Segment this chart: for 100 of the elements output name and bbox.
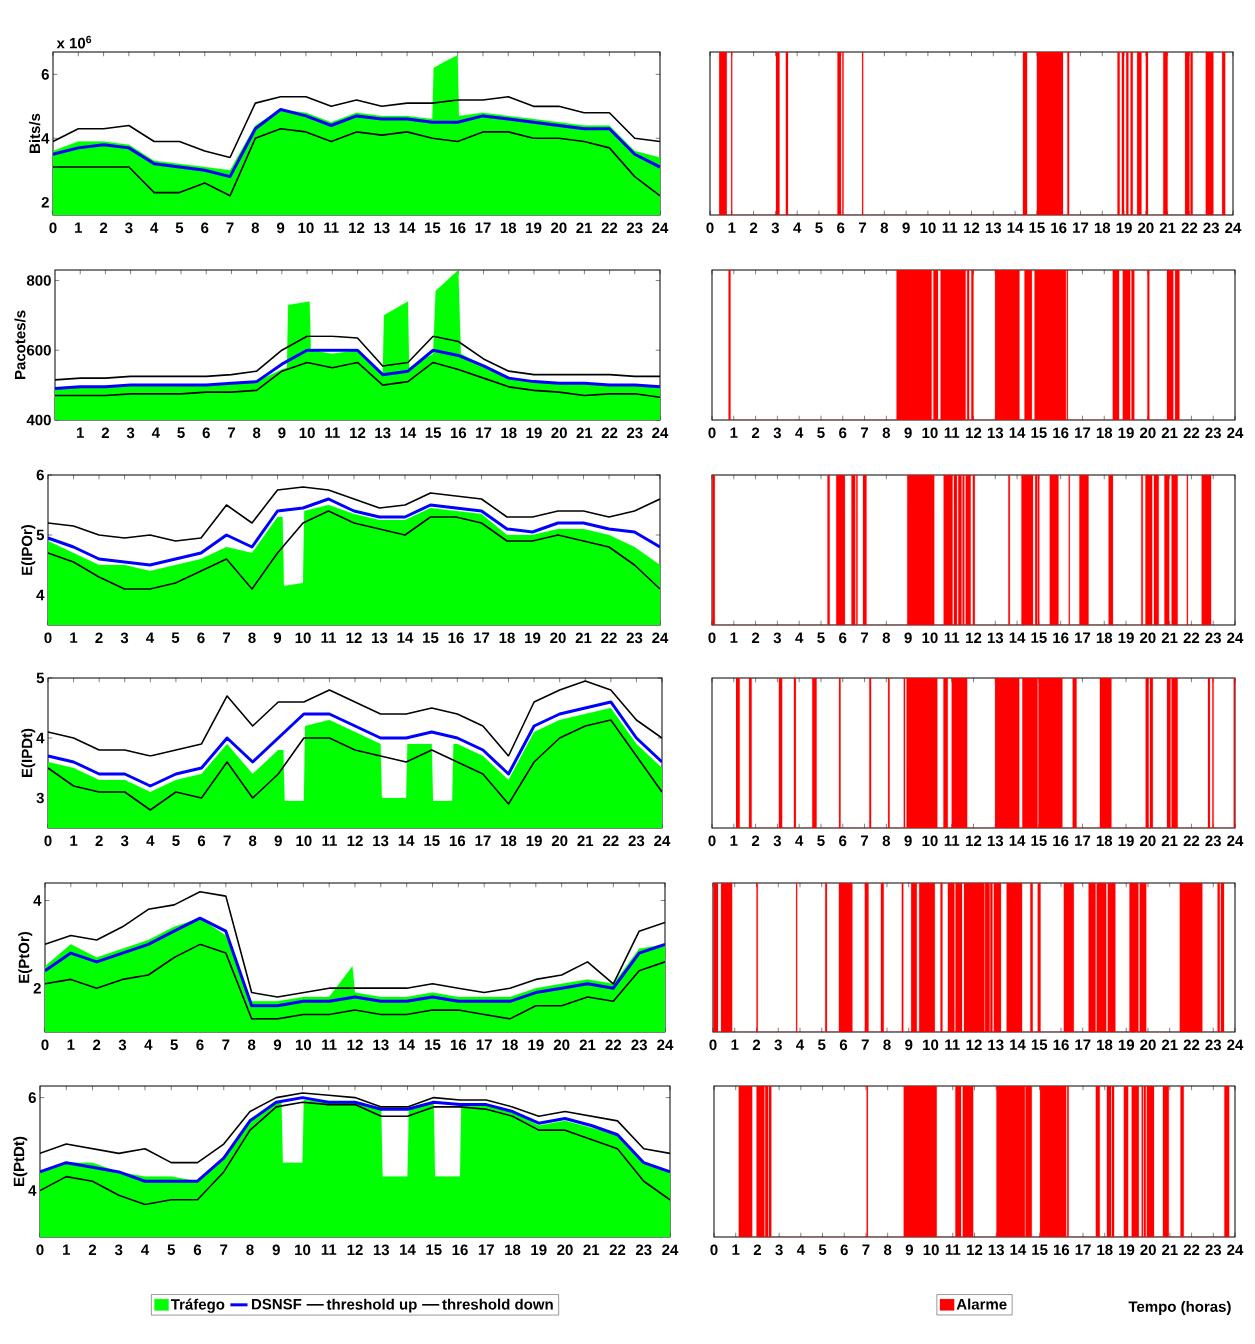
- x-tick-label: 7: [227, 427, 235, 438]
- y-axis-title: Bits/s: [29, 113, 41, 153]
- x-tick-label: 1: [76, 427, 84, 438]
- x-tick-label: 22: [601, 427, 618, 438]
- x-tick-label: 22: [1183, 1244, 1200, 1255]
- x-tick-label: 0: [708, 835, 716, 847]
- x-tick-label: 17: [1075, 1039, 1091, 1050]
- x-tick-label: 18: [1097, 1244, 1113, 1256]
- x-tick-label: 22: [1183, 1039, 1200, 1050]
- x-tick-label: 24: [652, 222, 669, 233]
- y-axis-title: Pacotes/s: [14, 310, 26, 380]
- x-tick-label: 11: [944, 427, 960, 438]
- x-tick-label: 3: [775, 1244, 783, 1256]
- x-tick-label: 7: [223, 835, 231, 846]
- x-tick-label: 20: [1140, 1244, 1156, 1256]
- x-tick-label: 8: [882, 427, 891, 439]
- x-tick-label: 18: [499, 632, 515, 644]
- x-tick-label: 7: [861, 427, 869, 438]
- x-tick-label: 0: [706, 222, 714, 234]
- x-tick-label: 4: [146, 835, 155, 846]
- x-tick-label: 16: [1053, 632, 1069, 644]
- x-tick-label: 9: [904, 427, 912, 439]
- x-tick-label: 3: [126, 427, 135, 439]
- x-tick-label: 10: [923, 1039, 939, 1051]
- x-tick-label: 11: [321, 1244, 337, 1255]
- x-tick-label: 17: [476, 427, 492, 438]
- x-tick-label: 5: [170, 1039, 178, 1050]
- x-tick-label: 21: [576, 427, 593, 438]
- x-tick-label: 8: [248, 632, 256, 644]
- x-tick-label: 15: [1029, 222, 1045, 233]
- x-tick-label: 6: [197, 835, 206, 847]
- y-tick-label: 6: [28, 1092, 36, 1103]
- x-tick-label: 4: [151, 427, 160, 438]
- x-tick-label: 4: [150, 222, 159, 233]
- x-tick-label: 10: [923, 1244, 939, 1256]
- x-tick-label: 17: [1073, 222, 1089, 233]
- x-tick-label: 6: [196, 1039, 204, 1051]
- x-tick-label: 21: [575, 632, 592, 643]
- x-tick-label: 5: [167, 1244, 175, 1255]
- x-tick-label: 12: [347, 1244, 363, 1255]
- x-tick-label: 1: [731, 1039, 739, 1050]
- x-tick-label: 17: [474, 632, 490, 643]
- x-tick-label: 9: [902, 222, 910, 234]
- x-tick-label: 14: [398, 835, 415, 846]
- x-tick-label: 24: [1227, 632, 1244, 643]
- x-tick-label: 5: [175, 222, 184, 233]
- x-tick-label: 6: [202, 427, 210, 439]
- y-tick-label: 4: [36, 732, 45, 744]
- x-tick-label: 12: [967, 1244, 983, 1255]
- x-tick-label: 15: [426, 1244, 442, 1255]
- y-tick-label: 4: [33, 895, 42, 906]
- x-tick-label: 24: [657, 1039, 674, 1050]
- x-tick-label: 14: [399, 222, 416, 233]
- x-tick-label: 20: [1140, 1039, 1156, 1051]
- x-tick-label: 2: [101, 427, 109, 438]
- x-tick-label: 13: [373, 1244, 390, 1256]
- x-tick-label: 23: [1205, 427, 1221, 439]
- x-tick-label: 17: [476, 1039, 492, 1050]
- x-tick-label: 22: [1183, 632, 1200, 643]
- x-tick-label: 8: [882, 632, 891, 644]
- y-axis-title: E(PtOr): [18, 931, 33, 983]
- x-tick-label: 22: [601, 632, 617, 643]
- x-tick-label: 6: [839, 835, 847, 847]
- x-tick-label: 23: [1205, 835, 1221, 847]
- x-tick-label: 10: [295, 1039, 312, 1051]
- x-tick-label: 8: [883, 1039, 891, 1051]
- x-tick-label: 16: [450, 1039, 467, 1051]
- x-tick-label: 19: [1118, 835, 1134, 847]
- x-tick-label: 13: [987, 427, 1004, 439]
- x-tick-label: 13: [987, 835, 1004, 847]
- x-tick-label: 13: [373, 835, 389, 847]
- x-tick-label: 1: [728, 222, 736, 233]
- legend-label: Alarme: [956, 1298, 1007, 1310]
- x-tick-label: 6: [840, 1244, 848, 1256]
- x-tick-label: 3: [774, 1039, 782, 1051]
- x-tick-label: 7: [222, 1039, 230, 1050]
- x-tick-label: 3: [118, 1039, 127, 1051]
- x-tick-label: 13: [988, 1244, 1004, 1256]
- x-tick-label: 16: [450, 222, 466, 234]
- x-tick-label: 4: [795, 632, 804, 643]
- x-tick-label: 9: [905, 1039, 913, 1051]
- x-tick-label: 15: [1031, 632, 1047, 643]
- x-tick-label: 5: [817, 835, 825, 846]
- x-tick-label: 5: [171, 632, 180, 643]
- x-tick-label: 6: [839, 632, 847, 644]
- x-tick-label: 16: [449, 835, 466, 847]
- x-tick-label: 1: [732, 1244, 740, 1255]
- x-tick-label: 10: [296, 835, 312, 847]
- y-tick-label: 5: [36, 672, 45, 684]
- x-tick-label: 5: [818, 1039, 826, 1050]
- x-tick-label: 4: [793, 222, 802, 233]
- x-tick-label: 4: [141, 1244, 150, 1255]
- x-tick-label: 24: [1227, 1039, 1244, 1050]
- x-tick-label: 6: [201, 222, 209, 234]
- x-tick-label: 19: [1118, 632, 1134, 644]
- legend-label: Tráfego: [170, 1298, 225, 1313]
- y-tick-label: 800: [26, 275, 51, 286]
- y-tick-label: 2: [33, 982, 41, 994]
- x-tick-label: 5: [815, 222, 823, 233]
- x-tick-label: 2: [99, 222, 108, 233]
